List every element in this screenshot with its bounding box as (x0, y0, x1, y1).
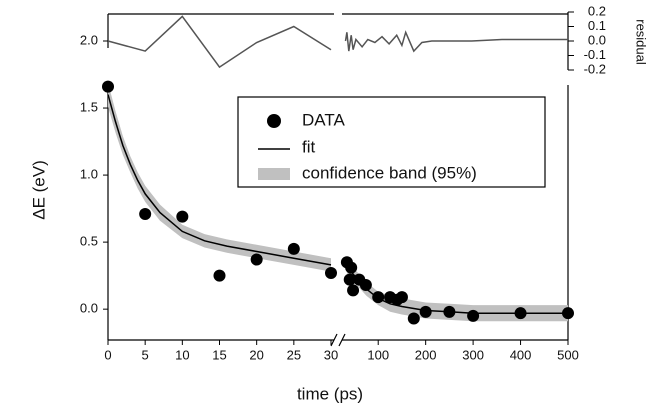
x-tick-label: 500 (557, 347, 579, 362)
data-point (407, 312, 420, 325)
residual-tick-label: 0.0 (588, 32, 606, 47)
x-tick-label: 25 (287, 347, 301, 362)
legend-label: confidence band (95%) (302, 163, 477, 182)
residual-tick-label: -0.1 (584, 47, 606, 62)
data-point (562, 307, 574, 320)
data-point (345, 261, 358, 274)
data-point (359, 279, 372, 292)
x-tick-label: 10 (175, 347, 189, 362)
x-axis-label: time (ps) (297, 384, 363, 403)
data-point (467, 309, 480, 322)
axis-break (338, 333, 346, 347)
x-tick-label: 200 (415, 347, 437, 362)
legend-marker (258, 168, 290, 180)
y-axis-label: ΔE (eV) (29, 160, 48, 220)
x-tick-label: 400 (510, 347, 532, 362)
residual-tick-label: 0.1 (588, 18, 606, 33)
y-tick-label: 2.0 (80, 32, 98, 47)
axis-break (330, 333, 338, 347)
x-tick-label: 30 (324, 347, 338, 362)
x-tick-label: 15 (212, 347, 226, 362)
residual-label: residual (634, 19, 649, 65)
data-point (325, 266, 337, 279)
data-point (213, 269, 226, 282)
data-point (176, 210, 189, 223)
x-tick-label: 0 (104, 347, 111, 362)
data-point (419, 305, 432, 318)
y-tick-label: 0.5 (80, 234, 98, 249)
x-tick-label: 20 (249, 347, 263, 362)
y-tick-label: 1.5 (80, 99, 98, 114)
x-tick-label: 100 (367, 347, 389, 362)
data-point (250, 253, 263, 266)
residual-line (107, 15, 568, 69)
data-point (443, 305, 456, 318)
data-point (372, 291, 385, 304)
data-point (139, 207, 152, 220)
legend-marker (267, 114, 281, 128)
data-point (395, 291, 408, 304)
y-tick-label: 0.0 (80, 301, 98, 316)
y-tick-label: 1.0 (80, 167, 98, 182)
residual-tick-label: 0.2 (588, 3, 606, 18)
x-tick-label: 300 (462, 347, 484, 362)
legend-label: fit (302, 137, 316, 156)
data-point (514, 307, 527, 320)
residual-tick-label: -0.2 (584, 61, 606, 76)
data-point (102, 80, 114, 93)
data-point (287, 242, 300, 255)
legend-label: DATA (302, 110, 345, 129)
data-point (343, 273, 356, 286)
x-tick-label: 5 (142, 347, 149, 362)
data-point (347, 284, 360, 297)
